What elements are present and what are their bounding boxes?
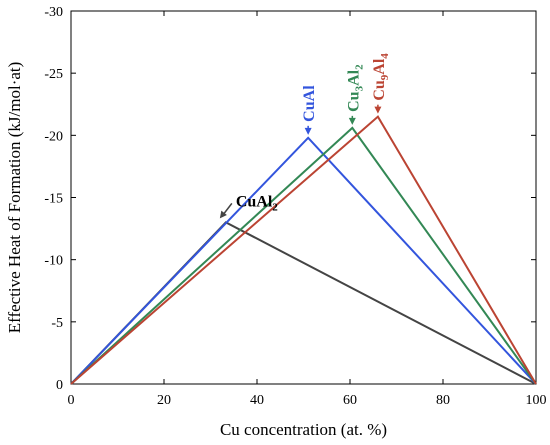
y-tick-label: -25 bbox=[44, 67, 63, 82]
x-tick-label: 80 bbox=[436, 393, 450, 408]
y-tick-label: -5 bbox=[51, 316, 63, 331]
annotation-arrowhead bbox=[348, 117, 356, 125]
annotation-label: CuAl2​ bbox=[236, 193, 278, 213]
annotation-label: Cu9​Al4​ bbox=[371, 53, 391, 101]
annotation-label: CuAl bbox=[301, 85, 318, 122]
series-line-1 bbox=[70, 136, 537, 385]
series-lines bbox=[70, 115, 537, 385]
series-line-2 bbox=[70, 126, 537, 385]
x-tick-label: 60 bbox=[343, 393, 357, 408]
x-tick-label: 0 bbox=[68, 393, 75, 408]
y-tick-label: -10 bbox=[44, 254, 63, 269]
series-line-3 bbox=[70, 115, 537, 385]
x-tick-label: 40 bbox=[250, 393, 264, 408]
x-axis-title: Cu concentration (at. %) bbox=[220, 420, 387, 439]
y-tick-label: -20 bbox=[44, 129, 63, 144]
y-tick-label: 0 bbox=[56, 378, 63, 393]
y-tick-label: -15 bbox=[44, 192, 63, 207]
series-line-0 bbox=[70, 221, 537, 385]
axis-ticks: 0 20 40 60 80 100 0 -5 -10 -15 -20 -25 -30 bbox=[44, 5, 546, 408]
x-tick-label: 20 bbox=[157, 393, 171, 408]
annotation-arrowhead bbox=[374, 106, 382, 114]
y-tick-label: -30 bbox=[44, 5, 63, 20]
annotation-label: Cu3​Al2​ bbox=[345, 64, 365, 112]
x-tick-label: 100 bbox=[526, 393, 547, 408]
annotation-arrowhead bbox=[219, 210, 227, 219]
plot-frame bbox=[70, 10, 537, 385]
annotations: CuAl2​ CuAl Cu3​Al2​ Cu9​Al4​ bbox=[219, 53, 391, 219]
y-axis-title: Effective Heat of Formation (kJ/mol·at) bbox=[5, 62, 24, 334]
annotation-arrowhead bbox=[304, 127, 312, 135]
